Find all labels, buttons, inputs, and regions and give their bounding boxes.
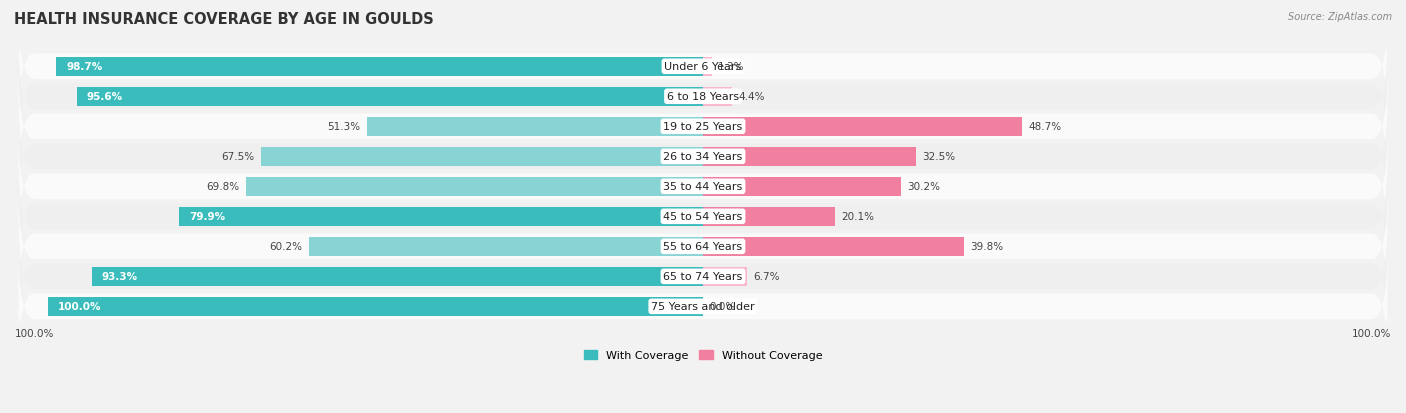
FancyBboxPatch shape	[18, 185, 1388, 309]
Legend: With Coverage, Without Coverage: With Coverage, Without Coverage	[579, 345, 827, 365]
Text: 1.3%: 1.3%	[718, 62, 745, 72]
FancyBboxPatch shape	[18, 35, 1388, 159]
Bar	[703, 267, 747, 286]
Text: 32.5%: 32.5%	[922, 152, 956, 162]
Bar	[48, 297, 703, 316]
Text: Under 6 Years: Under 6 Years	[665, 62, 741, 72]
Text: 6 to 18 Years: 6 to 18 Years	[666, 92, 740, 102]
Bar	[703, 207, 835, 226]
Bar	[180, 207, 703, 226]
Bar	[703, 88, 733, 106]
Bar	[76, 88, 703, 106]
Text: 69.8%: 69.8%	[205, 182, 239, 192]
Text: 95.6%: 95.6%	[86, 92, 122, 102]
Text: 67.5%: 67.5%	[221, 152, 254, 162]
Text: 45 to 54 Years: 45 to 54 Years	[664, 212, 742, 222]
Text: 65 to 74 Years: 65 to 74 Years	[664, 272, 742, 282]
FancyBboxPatch shape	[18, 125, 1388, 249]
Bar	[703, 147, 915, 166]
Text: 100.0%: 100.0%	[15, 328, 55, 338]
Text: 30.2%: 30.2%	[907, 182, 941, 192]
Bar	[260, 147, 703, 166]
FancyBboxPatch shape	[18, 65, 1388, 189]
Bar	[308, 237, 703, 256]
Text: 48.7%: 48.7%	[1029, 122, 1062, 132]
Bar	[703, 58, 711, 76]
Bar	[703, 118, 1022, 136]
Text: 55 to 64 Years: 55 to 64 Years	[664, 242, 742, 252]
Text: 51.3%: 51.3%	[328, 122, 360, 132]
Text: 35 to 44 Years: 35 to 44 Years	[664, 182, 742, 192]
FancyBboxPatch shape	[18, 155, 1388, 279]
Text: 100.0%: 100.0%	[1351, 328, 1391, 338]
Bar	[91, 267, 703, 286]
Text: 0.0%: 0.0%	[710, 301, 735, 311]
Text: 4.4%: 4.4%	[738, 92, 765, 102]
Text: 79.9%: 79.9%	[190, 212, 225, 222]
Text: 60.2%: 60.2%	[269, 242, 302, 252]
Text: 75 Years and older: 75 Years and older	[651, 301, 755, 311]
Text: 19 to 25 Years: 19 to 25 Years	[664, 122, 742, 132]
Text: 20.1%: 20.1%	[841, 212, 875, 222]
Text: 6.7%: 6.7%	[754, 272, 780, 282]
Text: 100.0%: 100.0%	[58, 301, 101, 311]
Bar	[703, 178, 901, 196]
Text: Source: ZipAtlas.com: Source: ZipAtlas.com	[1288, 12, 1392, 22]
Text: HEALTH INSURANCE COVERAGE BY AGE IN GOULDS: HEALTH INSURANCE COVERAGE BY AGE IN GOUL…	[14, 12, 434, 27]
Bar	[703, 237, 963, 256]
Bar	[246, 178, 703, 196]
Text: 39.8%: 39.8%	[970, 242, 1004, 252]
Text: 93.3%: 93.3%	[101, 272, 138, 282]
Text: 98.7%: 98.7%	[66, 62, 103, 72]
FancyBboxPatch shape	[18, 5, 1388, 129]
FancyBboxPatch shape	[18, 215, 1388, 339]
FancyBboxPatch shape	[18, 95, 1388, 219]
Text: 26 to 34 Years: 26 to 34 Years	[664, 152, 742, 162]
Bar	[367, 118, 703, 136]
Bar	[56, 58, 703, 76]
FancyBboxPatch shape	[18, 244, 1388, 368]
